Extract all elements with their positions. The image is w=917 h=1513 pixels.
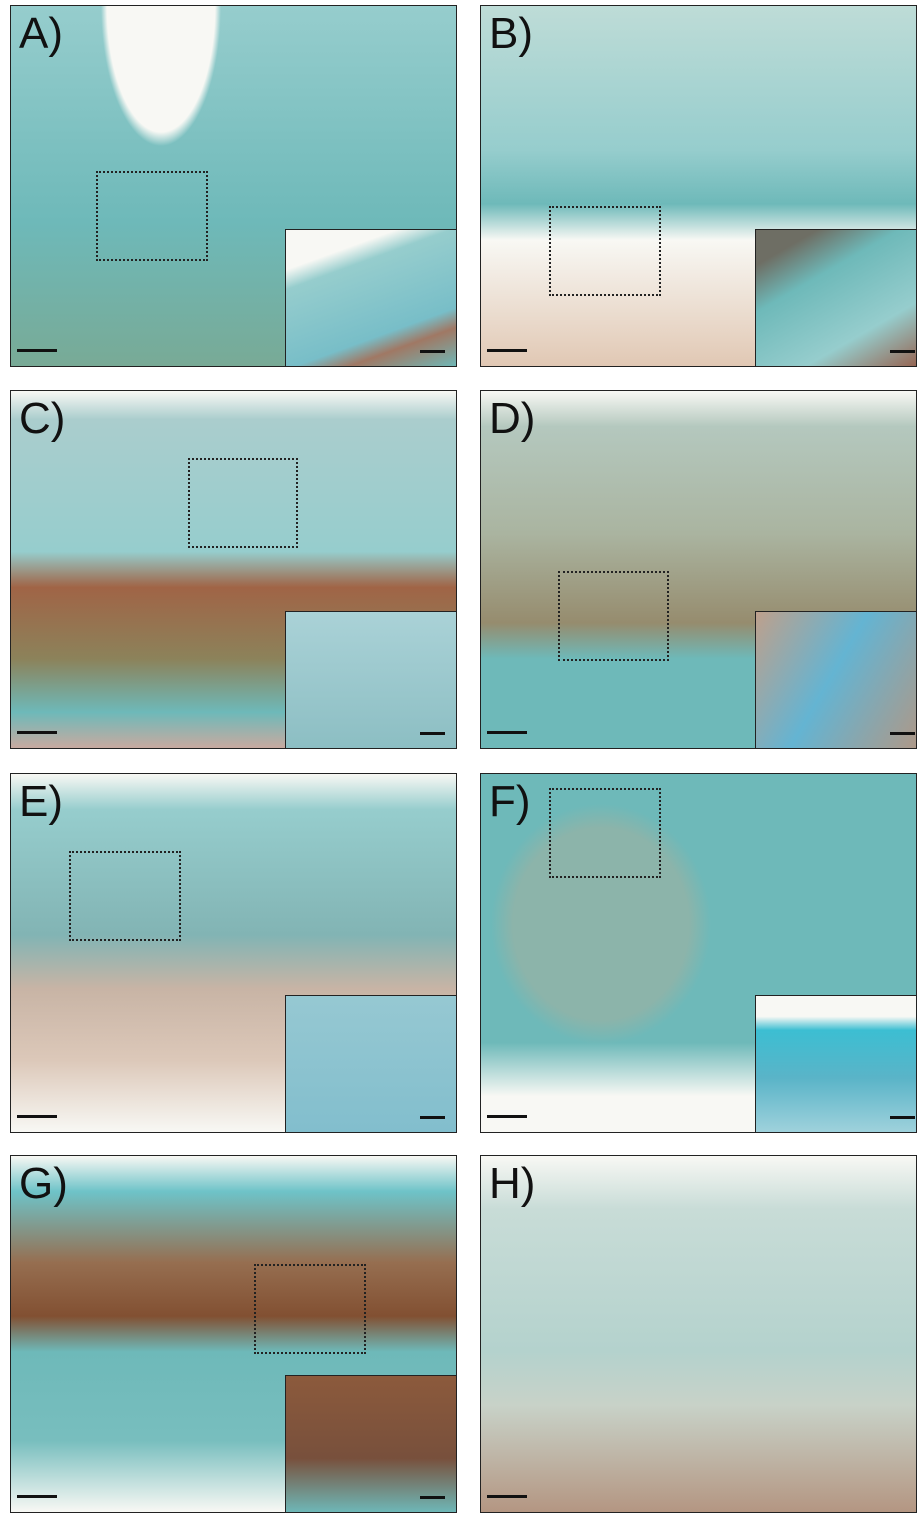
micrograph-panel: G) [10,1155,457,1513]
panel-label: F) [489,780,531,824]
zoom-region [549,206,661,296]
micrograph-panel: B) [480,5,917,367]
panel-label: E) [19,780,63,824]
panel-label: D) [489,397,535,441]
scale-bar [17,731,57,734]
panel-label: A) [19,12,63,56]
zoom-region [69,851,181,941]
inset-scale-bar [420,732,445,735]
scale-bar [487,1115,527,1118]
zoom-region [254,1264,366,1354]
zoom-region [188,458,298,548]
micrograph-panel: H) [480,1155,917,1513]
scale-bar [487,349,527,352]
scale-bar [487,1495,527,1498]
inset-scale-bar [890,350,915,353]
scale-bar [17,1115,57,1118]
micrograph-panel: A) [10,5,457,367]
inset-scale-bar [890,732,915,735]
inset-image [285,229,457,367]
inset-image [285,1375,457,1513]
inset-image [285,611,457,749]
zoom-region [549,788,661,878]
inset-image [755,229,917,367]
micrograph-panel: C) [10,390,457,749]
zoom-region [96,171,208,261]
scale-bar [17,349,57,352]
inset-scale-bar [890,1116,915,1119]
scale-bar [17,1495,57,1498]
scale-bar [487,731,527,734]
inset-image [755,995,917,1133]
inset-scale-bar [420,1496,445,1499]
zoom-region [558,571,669,661]
micrograph-panel: F) [480,773,917,1133]
inset-image [285,995,457,1133]
figure: A)B)C)D)E)F)G)H) (() => { const data = J… [0,0,917,1513]
micrograph-panel: E) [10,773,457,1133]
panel-label: G) [19,1162,68,1206]
panel-label: H) [489,1162,535,1206]
micrograph-panel: D) [480,390,917,749]
panel-label: C) [19,397,65,441]
panel-label: B) [489,12,533,56]
inset-image [755,611,917,749]
inset-scale-bar [420,1116,445,1119]
inset-scale-bar [420,350,445,353]
